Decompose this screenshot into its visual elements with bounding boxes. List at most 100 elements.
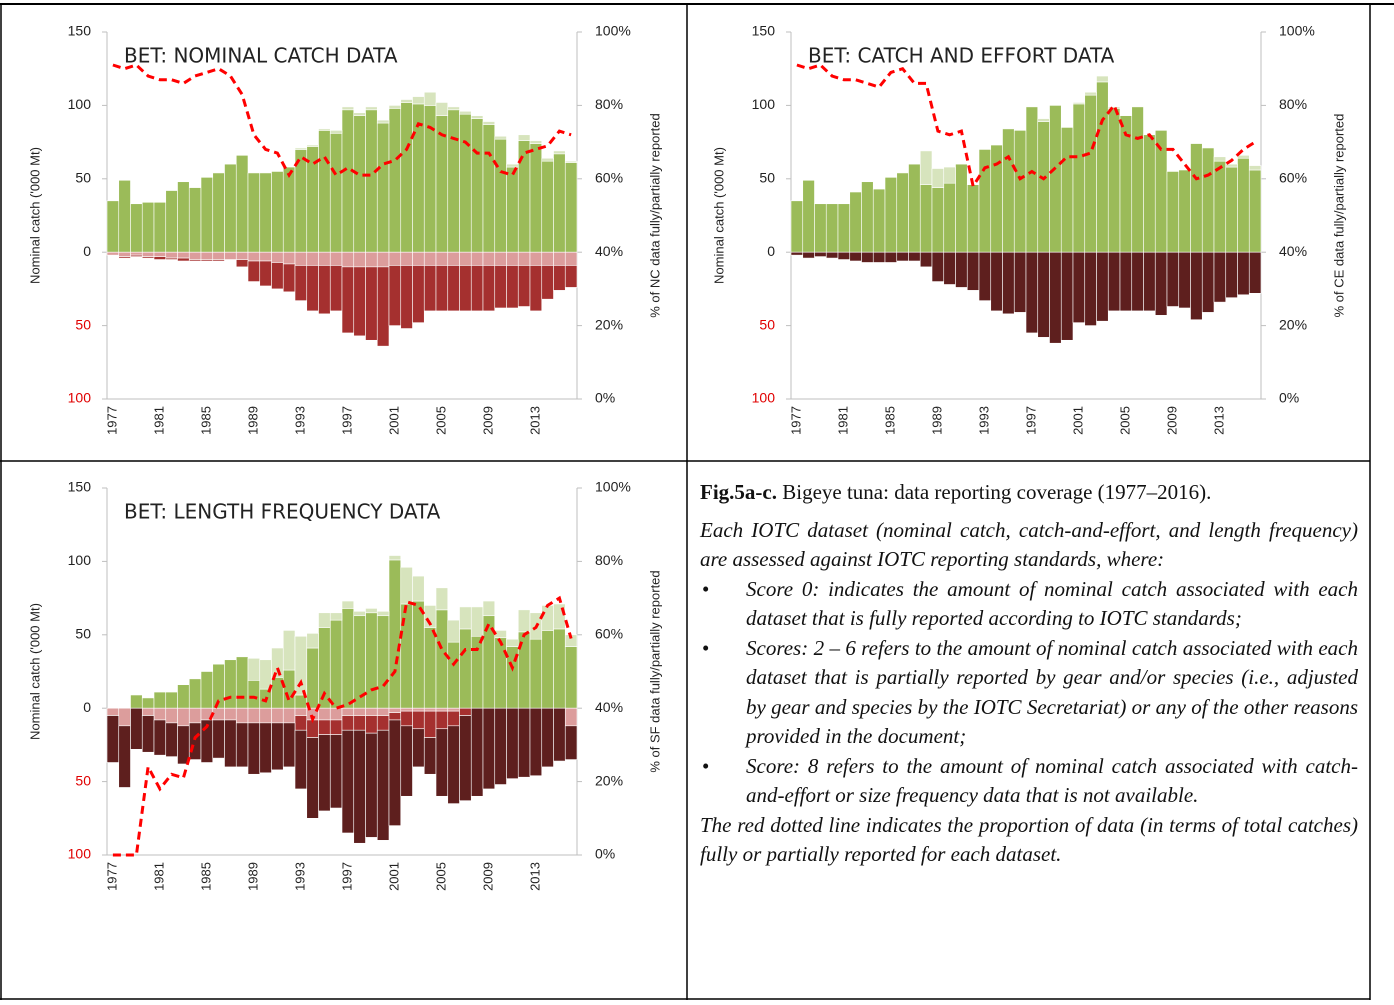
bar — [447, 106, 460, 111]
bar — [470, 635, 484, 709]
bar — [271, 647, 284, 678]
y2-tick-label: 40% — [595, 243, 623, 259]
y-tick-label: 0 — [83, 243, 91, 259]
bar — [1237, 251, 1250, 296]
bar — [943, 166, 956, 184]
bar — [341, 608, 355, 709]
bar — [1178, 251, 1191, 309]
bar — [165, 691, 178, 709]
bar — [943, 251, 956, 285]
bar — [553, 251, 566, 266]
bar — [990, 251, 1003, 312]
bar — [376, 611, 390, 617]
bar — [188, 678, 202, 709]
bar — [212, 259, 225, 262]
bar — [447, 265, 460, 312]
bar — [849, 191, 862, 253]
bar — [130, 254, 143, 257]
x-tick-label: 2009 — [480, 406, 495, 435]
bar — [177, 181, 190, 253]
bar — [388, 105, 402, 109]
bar — [482, 707, 496, 790]
bar — [506, 166, 519, 253]
bar — [553, 707, 566, 762]
bar — [400, 251, 413, 266]
x-tick-label: 1985 — [882, 406, 897, 435]
bar — [1072, 103, 1086, 253]
y-tick-label: 100 — [68, 390, 92, 406]
bar — [955, 163, 968, 253]
bar — [412, 728, 425, 768]
x-tick-label: 1989 — [929, 406, 944, 435]
bar — [919, 184, 933, 253]
bar — [165, 257, 178, 260]
bar — [1143, 251, 1156, 312]
bar — [400, 725, 413, 797]
bar — [130, 251, 143, 256]
bar — [423, 91, 437, 106]
y-tick-label: 100 — [752, 96, 776, 112]
bar — [247, 722, 261, 775]
bar — [153, 707, 167, 721]
x-tick-label: 2005 — [433, 406, 448, 435]
bar — [1213, 251, 1227, 303]
bar — [247, 260, 261, 282]
bar — [1096, 75, 1109, 83]
bar — [564, 725, 578, 760]
bar — [1166, 171, 1180, 253]
bar — [235, 656, 249, 709]
y2-axis-title: % of CE data fully/partially reported — [1331, 114, 1346, 318]
x-tick-label: 1985 — [198, 862, 213, 891]
bar — [506, 707, 519, 779]
caption-intro: Each IOTC dataset (nominal catch, catch-… — [700, 517, 1358, 572]
y2-tick-label: 0% — [1279, 390, 1299, 406]
bar — [470, 251, 484, 266]
bar — [459, 606, 472, 630]
bar — [141, 201, 155, 253]
x-tick-label: 2005 — [1117, 406, 1132, 435]
bar — [1107, 108, 1121, 253]
y2-tick-label: 60% — [595, 626, 623, 642]
y-tick-label: 0 — [767, 243, 775, 259]
bar — [188, 187, 202, 253]
bar — [1084, 251, 1097, 326]
bar — [1190, 143, 1203, 253]
y-tick-label: 50 — [75, 772, 91, 788]
bar — [1143, 134, 1156, 253]
bar — [1237, 155, 1250, 159]
bar — [459, 251, 472, 266]
bar — [141, 697, 155, 709]
bar — [435, 587, 449, 611]
bar — [1025, 106, 1039, 253]
bar — [482, 265, 496, 312]
bar — [955, 251, 968, 288]
bar — [106, 251, 120, 256]
bar — [908, 163, 921, 253]
bar — [318, 128, 331, 131]
bar — [259, 260, 272, 287]
caption-label: Fig.5a-c. — [700, 480, 777, 504]
bar — [541, 160, 554, 253]
y2-tick-label: 0% — [595, 846, 615, 862]
bar — [341, 707, 355, 716]
bar — [1013, 130, 1027, 253]
bar — [235, 707, 249, 724]
bar — [165, 251, 178, 259]
bar — [908, 251, 921, 262]
bar — [1131, 251, 1144, 312]
bar — [400, 710, 413, 727]
bar — [200, 671, 214, 709]
y-axis-title: Nominal catch ('000 Mt) — [27, 147, 42, 284]
x-tick-label: 2001 — [386, 406, 401, 435]
bar — [365, 251, 378, 268]
x-tick-label: 2001 — [386, 862, 401, 891]
bar — [1072, 102, 1086, 105]
bar — [235, 722, 249, 768]
bar — [884, 251, 898, 263]
bar — [341, 109, 355, 253]
caption-title: Fig.5a-c. Bigeye tuna: data reporting co… — [700, 478, 1358, 508]
bar — [212, 719, 225, 759]
bar — [212, 172, 225, 253]
bar — [837, 203, 851, 253]
bar — [447, 641, 460, 709]
